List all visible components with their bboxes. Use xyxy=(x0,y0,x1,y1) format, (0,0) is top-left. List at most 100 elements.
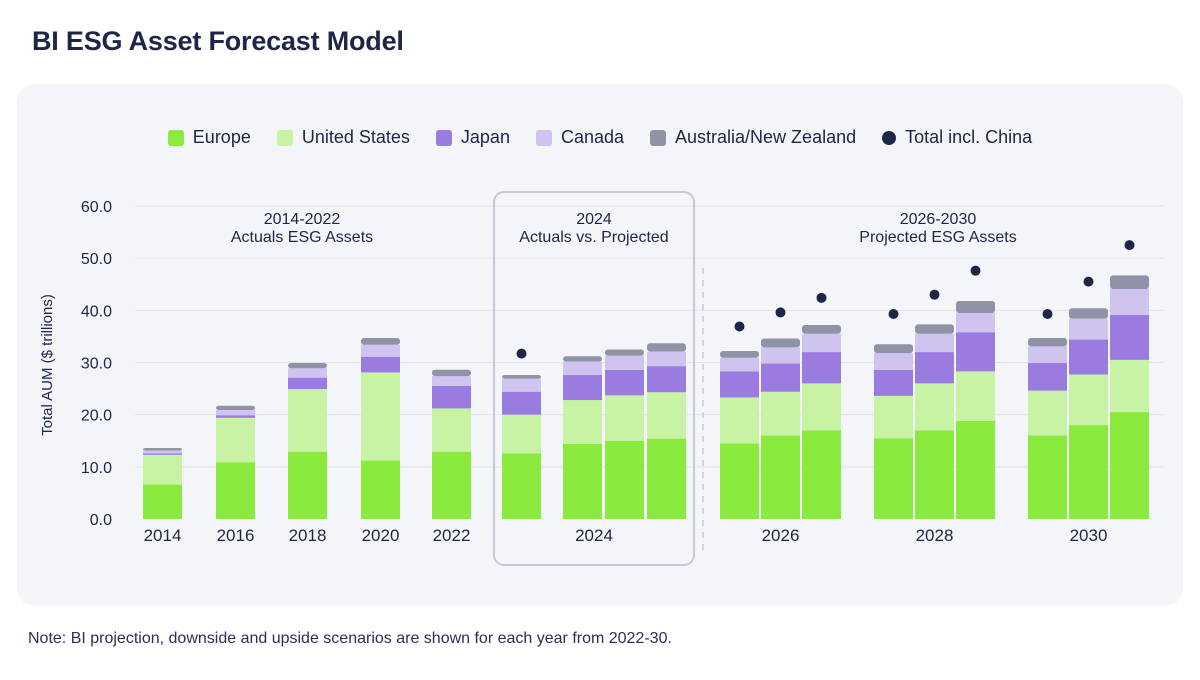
bar-2030-2 xyxy=(1069,308,1108,519)
y-tick-label: 50.0 xyxy=(81,251,112,268)
legend-item-united-states: United States xyxy=(276,127,410,148)
chart-title: BI ESG Asset Forecast Model xyxy=(32,26,404,56)
bars xyxy=(143,275,1149,519)
bar-segment-europe xyxy=(605,440,644,519)
bar-segment-australia-nz xyxy=(802,324,841,334)
bar-segment-australia-nz xyxy=(216,405,255,410)
bar-2028-3 xyxy=(956,300,995,519)
total-china-dot xyxy=(816,292,827,303)
bar-segment-united-states xyxy=(361,372,400,461)
total-china-dot xyxy=(734,321,745,332)
bar-segment-europe xyxy=(647,438,686,519)
legend-swatch-canada xyxy=(535,129,552,146)
legend-swatch-europe xyxy=(167,129,184,146)
bar-segment-japan xyxy=(915,352,954,384)
bar-segment-canada xyxy=(915,333,954,353)
bar-segment-australia-nz xyxy=(563,356,602,362)
bar-2026-1 xyxy=(720,351,759,519)
y-tick-label: 20.0 xyxy=(81,408,112,425)
total-china-dot xyxy=(775,307,786,318)
bar-segment-australia-nz xyxy=(1028,337,1067,347)
bar-segment-japan xyxy=(1028,363,1067,391)
y-tick-label: 30.0 xyxy=(81,356,112,373)
annotation-line-2: Actuals vs. Projected xyxy=(519,229,668,246)
y-tick-label: 60.0 xyxy=(81,199,112,216)
bar-segment-europe xyxy=(874,438,913,519)
legend-label-united-states: United States xyxy=(301,127,410,147)
bar-2026-3 xyxy=(802,324,841,519)
bar-segment-japan xyxy=(1110,315,1149,360)
x-tick-label: 2020 xyxy=(362,526,400,545)
bar-segment-united-states xyxy=(647,392,686,439)
bar-segment-united-states xyxy=(502,414,541,454)
bar-segment-canada xyxy=(143,450,182,454)
bar-2024-4 xyxy=(647,343,686,519)
bar-segment-canada xyxy=(216,409,255,416)
bar-segment-europe xyxy=(802,430,841,519)
bar-segment-australia-nz xyxy=(605,349,644,356)
bar-2026-2 xyxy=(761,338,800,519)
bar-segment-united-states xyxy=(216,417,255,463)
bar-segment-canada xyxy=(1110,288,1149,316)
total-china-dot xyxy=(1124,240,1135,251)
x-tick-label: 2030 xyxy=(1070,526,1108,545)
x-tick-label: 2028 xyxy=(916,526,954,545)
bar-segment-united-states xyxy=(802,383,841,431)
legend-label-europe: Europe xyxy=(192,127,251,147)
legend-item-japan: Japan xyxy=(435,127,510,148)
bar-segment-europe xyxy=(720,443,759,519)
total-china-dots xyxy=(516,240,1135,359)
x-tick-label: 2018 xyxy=(289,526,327,545)
bar-segment-australia-nz xyxy=(647,343,686,352)
annotation-line-1: 2024 xyxy=(576,211,612,228)
bar-segment-europe xyxy=(1110,412,1149,519)
x-tick-label: 2014 xyxy=(144,526,182,545)
annotation-line-1: 2026-2030 xyxy=(900,211,977,228)
bar-segment-canada xyxy=(720,357,759,372)
legend: Europe United States Japan Canada Austra… xyxy=(0,127,1200,148)
bar-segment-japan xyxy=(874,369,913,396)
legend-label-japan: Japan xyxy=(460,127,510,147)
annotations: 2014-2022 Actuals ESG Assets 2024 Actuals v… xyxy=(231,191,1017,566)
annotation-line-1: 2014-2022 xyxy=(264,211,341,228)
bar-segment-australia-nz xyxy=(915,324,954,334)
bar-segment-europe xyxy=(361,460,400,519)
total-china-dot xyxy=(888,308,899,319)
y-tick-label: 40.0 xyxy=(81,303,112,320)
bar-segment-australia-nz xyxy=(761,338,800,348)
legend-item-europe: Europe xyxy=(167,127,251,148)
annotation: 2014-2022 Actuals ESG Assets xyxy=(231,211,373,246)
bar-segment-europe xyxy=(1069,425,1108,519)
legend-item-australia-nz: Australia/New Zealand xyxy=(650,127,856,148)
annotation-line-2: Projected ESG Assets xyxy=(859,229,1016,246)
bar-segment-australia-nz xyxy=(361,337,400,345)
bar-segment-canada xyxy=(761,347,800,364)
bar-segment-canada xyxy=(1028,346,1067,364)
bar-segment-europe xyxy=(502,453,541,519)
bar-segment-japan xyxy=(720,371,759,398)
bar-segment-australia-nz xyxy=(720,351,759,358)
bar-2018-1 xyxy=(288,363,327,519)
legend-label-total-china: Total incl. China xyxy=(905,127,1033,147)
bar-segment-canada xyxy=(361,344,400,357)
bar-2030-3 xyxy=(1110,275,1149,519)
bar-segment-canada xyxy=(1069,318,1108,340)
bar-segment-europe xyxy=(761,435,800,519)
bar-2024-3 xyxy=(605,349,644,519)
highlight-box-2024 xyxy=(493,191,695,566)
bar-segment-australia-nz xyxy=(143,448,182,451)
bar-segment-canada xyxy=(288,368,327,378)
bar-segment-united-states xyxy=(563,400,602,444)
x-tick-label: 2026 xyxy=(762,526,800,545)
bar-segment-australia-nz xyxy=(432,369,471,377)
bar-segment-united-states xyxy=(1069,374,1108,426)
bar-segment-japan xyxy=(432,385,471,409)
bar-segment-united-states xyxy=(288,389,327,452)
bar-segment-australia-nz xyxy=(874,344,913,354)
bar-segment-united-states xyxy=(432,408,471,452)
annotation: 2024 Actuals vs. Projected xyxy=(519,211,668,246)
bar-segment-united-states xyxy=(1110,359,1149,413)
legend-label-australia-nz: Australia/New Zealand xyxy=(675,127,857,147)
bar-segment-europe xyxy=(288,451,327,519)
